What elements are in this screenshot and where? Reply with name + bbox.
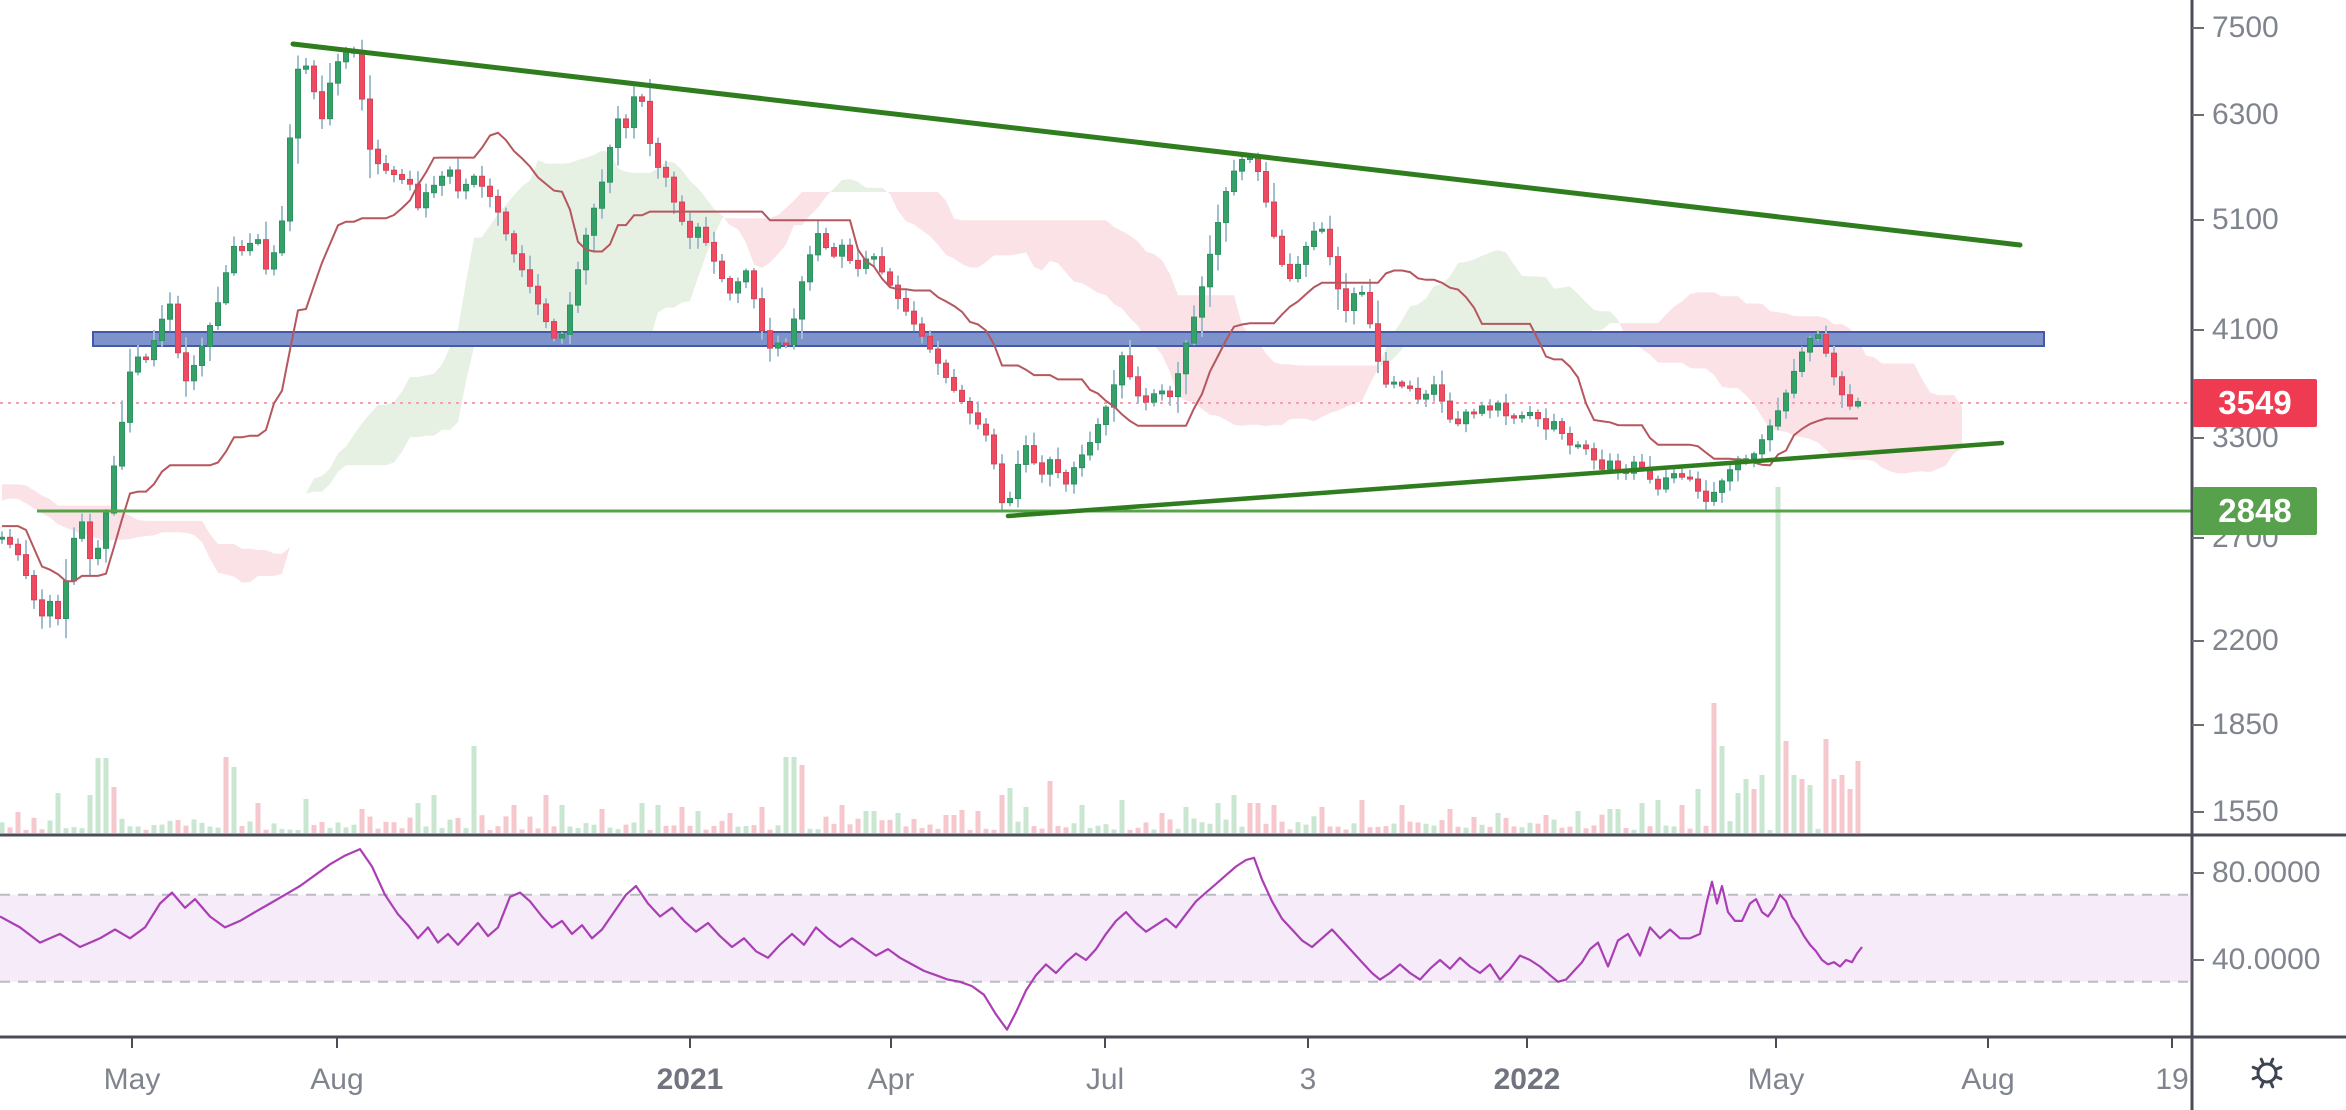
price-axis-label: 4100 [2212,313,2279,346]
resistance-zone[interactable] [92,331,2045,347]
rsi-line[interactable] [0,848,1863,1031]
time-axis-label: May [103,1063,161,1096]
rsi-pane [0,848,2192,1031]
candles-layer[interactable] [0,39,1861,639]
time-axis-settings-button[interactable] [2243,1049,2291,1097]
time-axis-label: Aug [310,1063,364,1096]
volume-layer [0,487,1861,833]
time-axis-label: 2021 [656,1063,724,1096]
price-axis-label: 7500 [2212,11,2279,44]
support-price-value: 2848 [2218,492,2292,529]
time-axis-label: May [1747,1063,1805,1096]
price-axis-label: 1850 [2212,708,2279,741]
gear-icon [2251,1057,2283,1089]
support-price-badge: 2848 [2193,487,2317,535]
price-axis-label: 40.0000 [2212,943,2321,976]
time-axis-label: Jul [1085,1063,1125,1096]
time-axis-label: 3 [1299,1063,1317,1096]
rsi-band [0,894,2192,982]
price-axis-label: 1550 [2212,795,2279,828]
lower-trendline[interactable] [1005,440,2005,519]
time-axis-label: Aug [1961,1063,2015,1096]
last-price-badge: 3549 [2193,379,2317,427]
price-axis-label: 80.0000 [2212,856,2321,889]
baseline-line[interactable] [2,131,1858,583]
time-axis-label: 2022 [1493,1063,1561,1096]
time-axis-label: 19 [2155,1063,2189,1096]
ichimoku-cloud [2,150,1962,583]
price-axis-label: 5100 [2212,203,2279,236]
price-axis-label: 6300 [2212,98,2279,131]
last-price-value: 3549 [2218,384,2292,421]
price-axis-label: 2200 [2212,624,2279,657]
time-axis-label: Apr [867,1063,915,1096]
upper-trendline[interactable] [290,41,2023,248]
